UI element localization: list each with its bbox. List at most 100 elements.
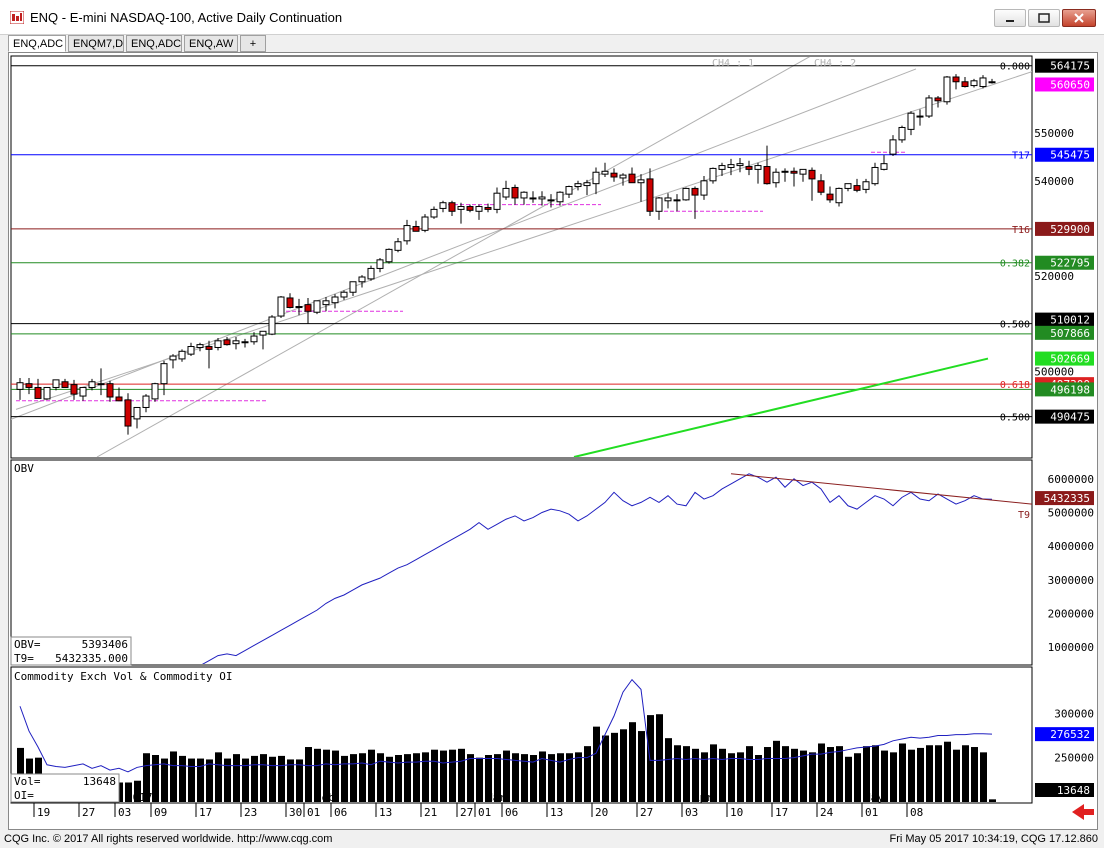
volume-bar-105	[962, 745, 969, 802]
volume-bar-68	[629, 722, 636, 802]
last-price-tag-text: 560650	[1050, 78, 1090, 91]
tab-enq-aw[interactable]: ENQ,AW	[184, 35, 238, 52]
volume-bar-54	[503, 750, 510, 802]
volume-bar-29	[278, 755, 285, 802]
candle-26	[250, 332, 258, 345]
candle-72	[664, 193, 672, 209]
candle-69	[637, 174, 645, 202]
tab-enqm7-d[interactable]: ENQM7,D	[68, 35, 124, 52]
navigate-left-arrow-icon[interactable]	[1072, 804, 1094, 820]
month-label-4: May	[864, 791, 884, 804]
candle-73	[673, 194, 681, 212]
price-tag-2-text: 529900	[1050, 223, 1090, 236]
price-tag-2: 529900	[1035, 221, 1094, 236]
volume-panel: 250000 300000 276532 13648	[17, 678, 1094, 802]
obv-readout-value: 5393406	[82, 638, 128, 651]
candle-body-93	[853, 185, 861, 191]
minimize-button[interactable]	[994, 9, 1026, 27]
close-button[interactable]	[1062, 9, 1096, 27]
volume-bar-86	[791, 748, 798, 802]
price-tag-4-bg	[1035, 312, 1094, 327]
obv-panel: 1000000 2000000 3000000 4000000 5000000 60000…	[201, 473, 1094, 664]
t9-readout-label: T9=	[14, 652, 34, 665]
volume-bar-102	[935, 745, 942, 802]
candle-body-84	[772, 171, 780, 184]
volume-bar-19	[188, 758, 195, 802]
candle-12	[124, 393, 132, 435]
volume-bar-46	[431, 749, 438, 802]
candle-body-52	[484, 206, 492, 210]
volume-bar-48	[449, 749, 456, 802]
candle-body-38	[358, 276, 366, 283]
candle-91	[835, 187, 843, 207]
day-label-19: 17	[775, 806, 788, 819]
tab-enq-adc-2[interactable]: ENQ,ADC	[126, 35, 182, 52]
candle-body-76	[700, 180, 708, 196]
price-tag-8-text: 490475	[1050, 411, 1090, 424]
month-label-2: Mar	[486, 791, 506, 804]
volume-bar-37	[350, 754, 357, 802]
volume-bar-53	[494, 754, 501, 802]
candle-body-51	[475, 206, 483, 212]
volume-bar-90	[827, 747, 834, 802]
candle-89	[817, 174, 825, 196]
candle-body-29	[277, 296, 285, 317]
day-label-20: 24	[820, 806, 834, 819]
candle-30	[286, 293, 294, 309]
channel-line-2	[11, 68, 917, 420]
volume-bar-36	[341, 755, 348, 802]
candle-74	[682, 187, 690, 201]
candle-body-8	[88, 381, 96, 388]
obv-tick-label-1: 2000000	[1048, 608, 1094, 621]
candle-23	[223, 337, 231, 346]
chart-area	[8, 52, 1098, 830]
candle-body-99	[907, 112, 915, 130]
close-icon	[1074, 13, 1084, 23]
candle-body-9	[97, 383, 105, 386]
price-panel: CH4 : 1 CH4 : 2 0.000 T17 T16 0.382 0.500 0.618…	[11, 57, 1094, 457]
candle-46	[430, 206, 438, 219]
candle-50	[466, 204, 474, 213]
price-tag-1-bg	[1035, 147, 1094, 162]
day-label-10: 21	[424, 806, 437, 819]
candle-64	[592, 167, 600, 195]
candle-body-4	[52, 379, 60, 388]
candle-body-79	[727, 164, 735, 168]
volume-bar-88	[809, 752, 816, 802]
candle-40	[376, 257, 384, 273]
cqg-app-icon	[10, 11, 24, 24]
channel-label-2: CH4 : 2	[814, 58, 856, 69]
candle-13	[133, 406, 141, 429]
candle-11	[115, 387, 123, 402]
volume-bar-66	[611, 732, 618, 802]
volume-bar-28	[269, 756, 276, 802]
price-tick-label-5: 550000	[1034, 127, 1074, 140]
price-tag-3-text: 522795	[1050, 257, 1090, 270]
price-tag-2-bg	[1035, 221, 1094, 236]
price-tag-4: 510012	[1035, 312, 1094, 327]
candle-61	[565, 185, 573, 198]
candle-body-3	[43, 386, 51, 400]
candle-93	[853, 178, 861, 193]
volume-bar-107	[980, 752, 987, 802]
add-tab-button[interactable]: +	[240, 35, 266, 52]
candle-90	[826, 186, 834, 203]
minimize-icon	[1006, 20, 1014, 22]
obv-panel-frame	[10, 459, 1033, 666]
day-label-11: 27	[460, 806, 473, 819]
channel-label-1: CH4 : 1	[712, 58, 754, 69]
last-price-tag: 560650	[1035, 77, 1094, 92]
tab-enq-adc[interactable]: ENQ,ADC	[8, 35, 66, 52]
candle-body-18	[178, 350, 186, 360]
window-title: ENQ - E-mini NASDAQ-100, Active Daily Co…	[30, 10, 343, 25]
maximize-button[interactable]	[1028, 9, 1060, 27]
candle-body-108	[988, 81, 996, 84]
candle-body-23	[223, 339, 231, 346]
volume-bar-40	[377, 753, 384, 802]
chart-canvas[interactable]: CH4 : 1 CH4 : 2 0.000 T17 T16 0.382 0.500 0.618…	[8, 52, 1098, 830]
day-label-4: 17	[199, 806, 212, 819]
day-label-2: 03	[118, 806, 131, 819]
candle-85	[781, 168, 789, 182]
price-tag-4-text: 510012	[1050, 314, 1090, 327]
volume-bar-96	[881, 750, 888, 802]
